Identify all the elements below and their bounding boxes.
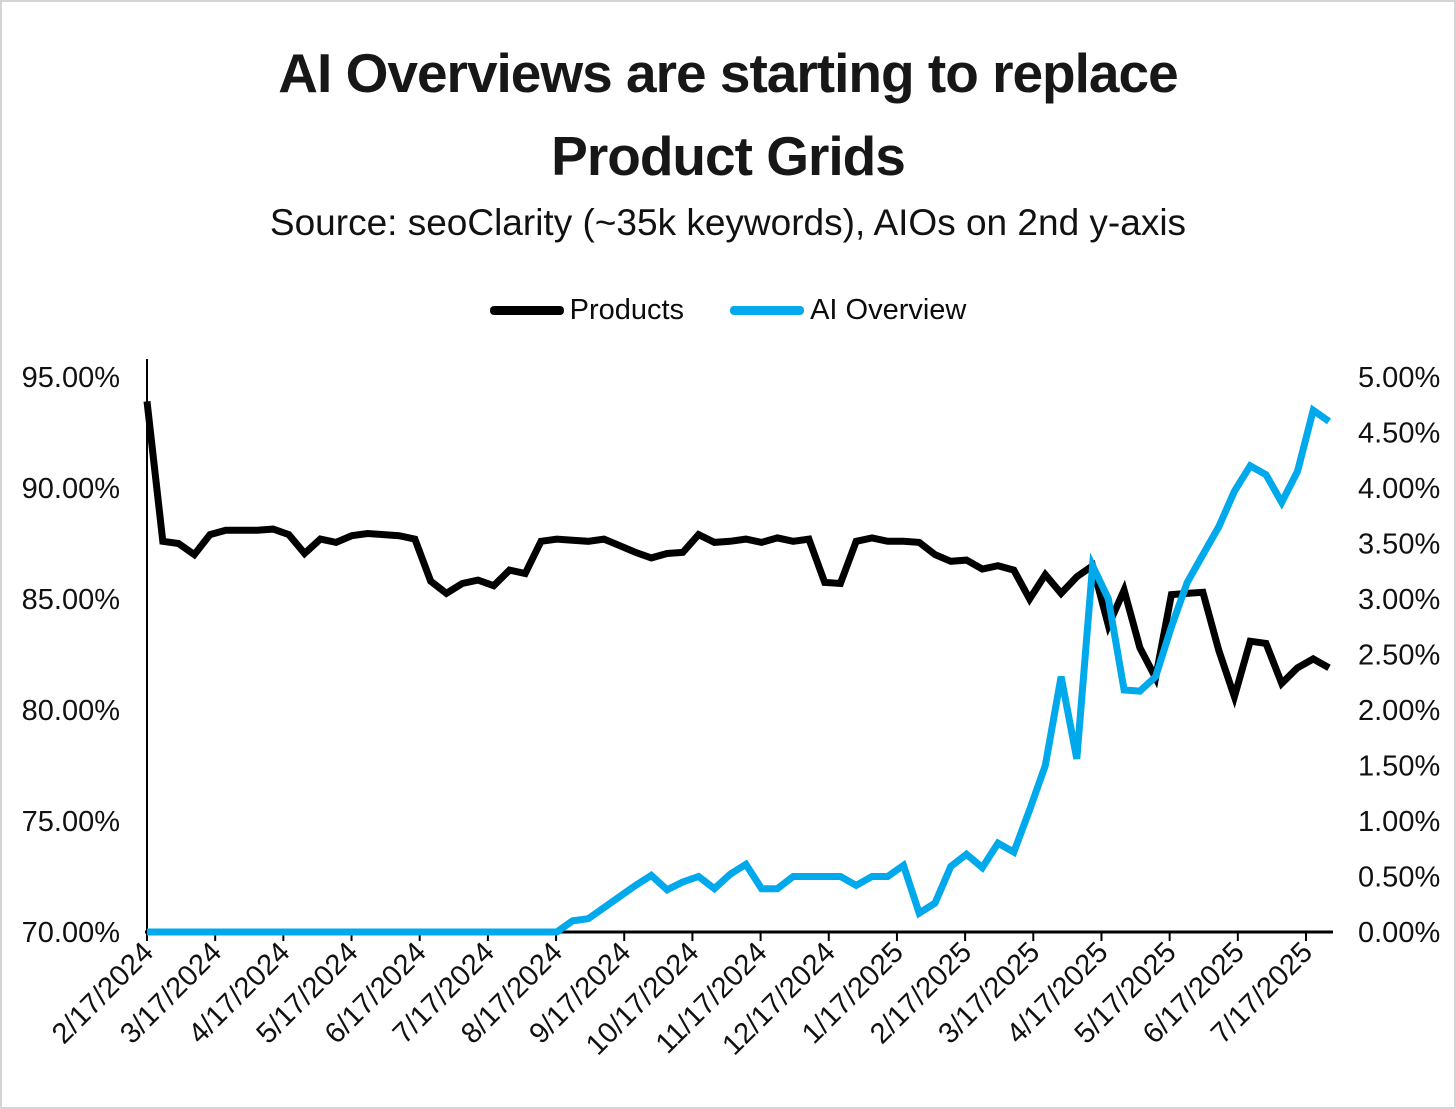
left-axis-tick-label: 75.00% <box>22 806 120 838</box>
ai-overview-line-swatch <box>730 306 805 315</box>
right-axis-tick-label: 3.00% <box>1358 584 1440 616</box>
ai-overview-line <box>147 404 1332 936</box>
legend-label-ai-overview: AI Overview <box>810 294 967 326</box>
legend-label-products: Products <box>569 294 685 326</box>
chart-title-line2: Product Grids <box>551 124 906 187</box>
left-axis-tick-label: 90.00% <box>22 473 120 505</box>
legend-item-products: Products <box>489 294 685 327</box>
chart-title: AI Overviews are starting to replace Pro… <box>2 32 1454 197</box>
right-axis-tick-label: 2.50% <box>1358 640 1440 672</box>
products-line <box>143 401 1331 709</box>
legend-item-ai-overview: AI Overview <box>730 294 966 327</box>
chart-subtitle: Source: seoClarity (~35k keywords), AIOs… <box>269 202 1187 243</box>
chart-legend: Products AI Overview <box>2 294 1454 327</box>
products-line-swatch <box>489 306 564 315</box>
right-axis-tick-label: 4.50% <box>1358 418 1440 450</box>
right-axis-tick-label: 1.50% <box>1358 751 1440 783</box>
right-axis-tick-label: 2.00% <box>1358 695 1440 727</box>
right-axis-tick-label: 1.00% <box>1358 806 1440 838</box>
left-axis-tick-label: 85.00% <box>22 584 120 616</box>
right-axis-tick-label: 3.50% <box>1358 529 1440 561</box>
right-axis-tick-label: 5.00% <box>1358 362 1440 394</box>
plot-area: 95.00% 90.00% 85.00% 80.00% 75.00% 70.00% 5.00… <box>22 359 1440 1062</box>
left-axis-tick-label: 95.00% <box>22 362 120 394</box>
chart-title-line1: AI Overviews are starting to replace <box>278 42 1178 104</box>
right-axis-tick-label: 0.00% <box>1358 917 1440 949</box>
right-axis-tick-label: 4.00% <box>1358 473 1440 505</box>
right-axis-tick-label: 0.50% <box>1358 862 1440 894</box>
left-axis-tick-label: 70.00% <box>22 917 120 949</box>
left-axis-tick-label: 80.00% <box>22 695 120 727</box>
